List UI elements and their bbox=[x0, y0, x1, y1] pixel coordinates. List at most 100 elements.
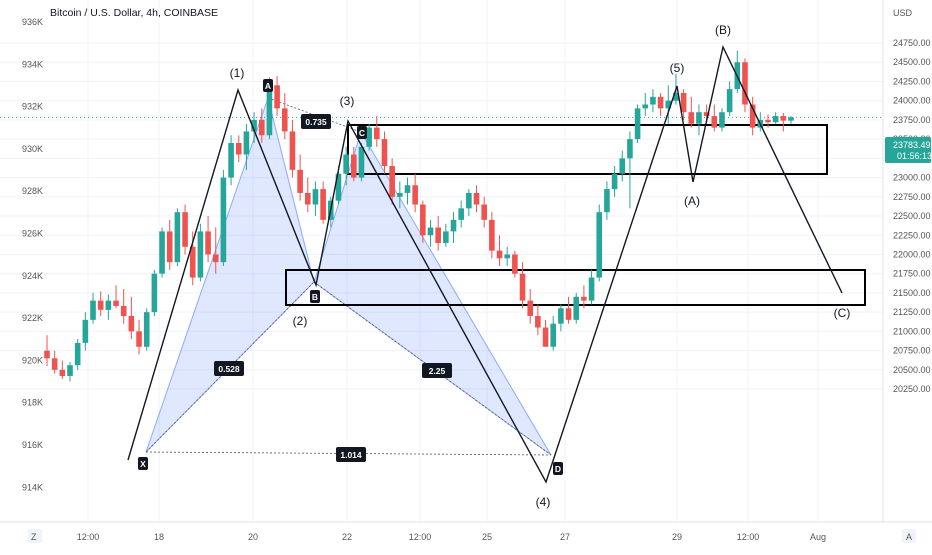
left-tick-label: 936K bbox=[22, 17, 43, 27]
time-tick-label: 12:00 bbox=[77, 532, 100, 542]
candle-body bbox=[113, 300, 119, 306]
time-axis[interactable]: 12:00 18 20 22 12:00 25 27 29 12:00 Aug bbox=[77, 532, 826, 542]
left-tick-label: 920K bbox=[22, 355, 43, 365]
pattern-point-label: B bbox=[312, 292, 318, 302]
ratio-value: 2.25 bbox=[429, 366, 446, 376]
candle-body bbox=[297, 169, 303, 193]
time-tick-label: 18 bbox=[154, 532, 164, 542]
left-tick-label: 914K bbox=[22, 482, 43, 492]
ratio-line bbox=[313, 281, 552, 456]
candle-body bbox=[611, 173, 618, 190]
candle-body bbox=[258, 119, 265, 136]
candle-body bbox=[159, 231, 165, 274]
candle-body bbox=[381, 139, 388, 167]
right-tick-label: 21500.00 bbox=[893, 288, 931, 298]
candle-body bbox=[243, 131, 250, 155]
candle-body bbox=[312, 189, 319, 205]
candle-body bbox=[59, 369, 66, 376]
candle-body bbox=[427, 227, 434, 236]
chart-title: Bitcoin / U.S. Dollar, 4h, COINBASE bbox=[50, 7, 218, 19]
pattern-point-label: X bbox=[140, 459, 146, 469]
ratio-value: 0.528 bbox=[218, 364, 240, 374]
left-tick-label: 922K bbox=[22, 313, 43, 323]
pattern-point-label: D bbox=[555, 464, 561, 474]
time-tick-label: Aug bbox=[810, 532, 826, 542]
candle-body bbox=[404, 185, 411, 193]
wave-label: (A) bbox=[684, 194, 700, 208]
candle-body bbox=[527, 300, 534, 316]
time-tick-label: 22 bbox=[342, 532, 352, 542]
right-tick-label: 22750.00 bbox=[893, 192, 931, 202]
candle-body bbox=[742, 62, 748, 105]
right-tick-label: 20750.00 bbox=[893, 346, 931, 356]
auto-scale-label: A bbox=[906, 532, 912, 542]
right-tick-label: 22500.00 bbox=[893, 211, 931, 221]
candle-body bbox=[581, 296, 587, 301]
left-tick-label: 924K bbox=[22, 271, 43, 281]
wave-label: (1) bbox=[230, 66, 245, 80]
right-tick-label: 24250.00 bbox=[893, 76, 931, 86]
candle-body bbox=[266, 85, 273, 136]
candle-body bbox=[151, 273, 158, 313]
candle-body bbox=[51, 358, 58, 370]
ratio-badge bbox=[336, 447, 366, 462]
left-tick-label: 926K bbox=[22, 229, 43, 239]
candle-body bbox=[665, 100, 672, 109]
right-tick-label: 23750.00 bbox=[893, 115, 931, 125]
candle-body bbox=[788, 117, 794, 121]
ratio-badge bbox=[214, 361, 244, 376]
candle-body bbox=[166, 231, 173, 263]
candle-body bbox=[97, 300, 104, 310]
elliott-waves bbox=[127, 44, 843, 484]
candle-body bbox=[765, 119, 771, 123]
candle-body bbox=[519, 273, 526, 301]
last-price-value: 23783.49 bbox=[893, 140, 931, 150]
candle-body bbox=[304, 192, 311, 205]
time-tick-label: 20 bbox=[248, 532, 258, 542]
resistance-zone bbox=[347, 124, 828, 175]
candle-body bbox=[596, 212, 603, 278]
candle-body bbox=[105, 300, 112, 310]
wave-label: (5) bbox=[670, 61, 685, 75]
candle-body bbox=[281, 108, 288, 132]
time-tick-label: 27 bbox=[560, 532, 570, 542]
candle-body bbox=[366, 127, 372, 147]
ratio-line bbox=[145, 451, 552, 456]
candle-body bbox=[450, 219, 457, 232]
candle-body bbox=[711, 116, 718, 128]
timezone-button[interactable] bbox=[28, 529, 42, 543]
candle-body bbox=[443, 231, 449, 243]
candle-body bbox=[535, 315, 541, 328]
pattern-point-tag bbox=[138, 457, 148, 470]
candle-body bbox=[174, 212, 181, 263]
candle-body bbox=[389, 166, 395, 197]
candle-body bbox=[90, 300, 96, 320]
left-tick-label: 932K bbox=[22, 102, 43, 112]
last-price-badge bbox=[885, 137, 931, 163]
countdown-timer: 01:56:13 bbox=[897, 151, 932, 161]
currency-label: USD bbox=[893, 8, 913, 18]
pattern-point-tag bbox=[310, 290, 320, 303]
candle-body bbox=[397, 192, 403, 197]
candle-body bbox=[780, 116, 787, 121]
candle-body bbox=[120, 305, 127, 316]
candle-body bbox=[489, 219, 495, 251]
left-tick-label: 934K bbox=[22, 59, 43, 69]
candle-body bbox=[335, 173, 342, 201]
candle-body bbox=[351, 154, 357, 178]
candle-body bbox=[642, 104, 649, 109]
candle-body bbox=[573, 296, 580, 320]
auto-scale-button[interactable] bbox=[902, 529, 916, 543]
candle-body bbox=[512, 254, 518, 274]
harmonic-pattern bbox=[145, 96, 552, 456]
candle-body bbox=[604, 189, 610, 213]
right-tick-label: 21000.00 bbox=[893, 326, 931, 336]
annotations: (1) (2) (3) (4) (5) (A) (B) (C) X A B C D 0.528 0.735 2… bbox=[138, 23, 850, 509]
time-tick-label: 12:00 bbox=[737, 532, 760, 542]
candle-body bbox=[565, 308, 572, 320]
wave-label: (B) bbox=[715, 23, 731, 37]
left-tick-label: 930K bbox=[22, 144, 43, 154]
ratio-badge bbox=[301, 114, 331, 129]
